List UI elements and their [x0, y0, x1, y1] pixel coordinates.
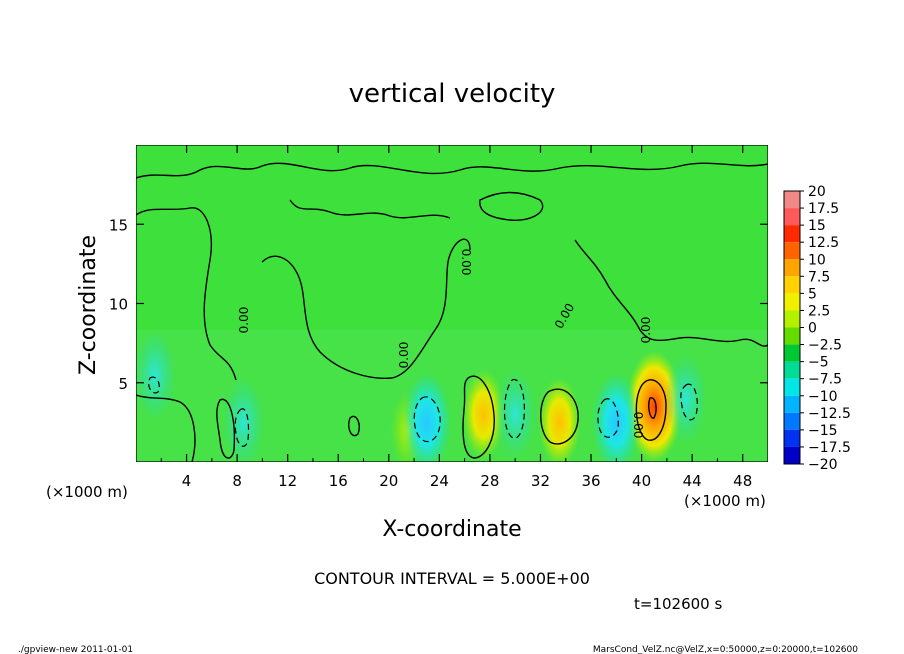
downdraft-region	[136, 329, 176, 420]
contour-line	[648, 397, 657, 419]
colorbar-swatch	[784, 395, 800, 413]
colorbar-label: 17.5	[808, 201, 839, 217]
x-tick-label: 24	[430, 472, 449, 490]
chart-title: vertical velocity	[349, 79, 556, 109]
zero-contour-label: 0.00	[397, 342, 411, 369]
x-axis-label: X-coordinate	[382, 517, 521, 542]
downdraft-region	[664, 353, 707, 444]
x-tick-label: 28	[480, 472, 499, 490]
dashed-contours	[148, 376, 698, 447]
colorbar-swatch	[784, 429, 800, 447]
colorbar-swatch	[784, 259, 800, 277]
x-tick-label: 4	[182, 472, 192, 490]
x-unit-left: (×1000 m)	[46, 483, 128, 501]
colorbar-swatch	[784, 293, 800, 311]
colorbar-label: −20	[808, 457, 838, 473]
footer-right: MarsCond_VelZ.nc@VelZ,x=0:50000,z=0:2000…	[593, 645, 858, 654]
plot-area: 0.000.000.000.00 0.000.00	[136, 145, 768, 462]
colorbar-swatch	[784, 327, 800, 345]
x-tick-label: 40	[632, 472, 651, 490]
colorbar-swatch	[784, 310, 800, 328]
x-tick-label: 12	[278, 472, 297, 490]
footer-left: ./gpview-new 2011-01-01	[18, 645, 133, 654]
contour-lines	[136, 162, 768, 462]
contour-line	[289, 199, 451, 219]
colorbar-label: −10	[808, 389, 838, 405]
colorbar-swatch	[784, 208, 800, 226]
downdraft-region	[494, 369, 537, 460]
field-features	[136, 329, 707, 462]
y-axis-label: Z-coordinate	[76, 235, 101, 375]
contour-line	[261, 238, 471, 379]
contour-line	[635, 379, 667, 441]
updraft-region	[462, 369, 505, 460]
contour-line	[348, 415, 360, 437]
time-label: t=102600 s	[634, 595, 722, 613]
x-tick-label: 16	[329, 472, 348, 490]
updraft-region	[538, 377, 581, 462]
colorbar-label: −12.5	[808, 406, 851, 422]
colorbar-label: 20	[808, 184, 826, 200]
contour-line-negative	[148, 376, 160, 394]
contour-line	[216, 398, 236, 459]
colorbar-label: 2.5	[808, 303, 830, 319]
y-tick-label: 15	[109, 216, 128, 234]
x-tick-label: 20	[379, 472, 398, 490]
contour-line	[479, 191, 544, 221]
x-tick-label: 36	[581, 472, 600, 490]
y-tick-label: 10	[109, 296, 128, 314]
x-unit-right: (×1000 m)	[684, 492, 766, 510]
colorbar-label: 7.5	[808, 269, 830, 285]
colorbar-label: −7.5	[808, 372, 842, 388]
colorbar-label: 5	[808, 286, 817, 302]
contour-line-negative	[413, 396, 441, 443]
colorbar-label: 12.5	[808, 235, 839, 251]
colorbar-swatch	[784, 361, 800, 379]
contour-line-negative	[503, 378, 525, 439]
downdraft-region	[402, 371, 452, 462]
colorbar-label: 10	[808, 252, 826, 268]
colorbar-swatch	[784, 412, 800, 430]
zero-contour-label: 0.00	[639, 317, 653, 344]
colorbar-label: −5	[808, 355, 829, 371]
contour-interval-text: CONTOUR INTERVAL = 5.000E+00	[314, 569, 590, 588]
colorbar-swatch	[784, 378, 800, 396]
colorbar-swatch	[784, 242, 800, 260]
colorbar-swatch	[784, 225, 800, 243]
contour-line	[136, 162, 768, 179]
x-tick-label: 44	[683, 472, 702, 490]
zero-contour-label: 0.00	[237, 307, 251, 334]
colorbar-swatch	[784, 191, 800, 209]
contour-line	[136, 394, 196, 462]
x-tick-label: 32	[531, 472, 550, 490]
colorbar-label: −17.5	[808, 440, 851, 456]
x-tick-label: 48	[733, 472, 752, 490]
colorbar-label: −15	[808, 423, 838, 439]
contour-line	[462, 375, 495, 459]
contour-line	[136, 207, 237, 381]
contour-line-negative	[680, 383, 698, 421]
contour-line-negative	[597, 398, 619, 438]
colorbar-swatch	[784, 344, 800, 362]
x-tick-label: 8	[232, 472, 242, 490]
colorbar-swatch	[784, 276, 800, 294]
colorbar-swatch	[784, 446, 800, 464]
zero-contour-label: 0.00	[459, 249, 473, 276]
contour-line	[540, 388, 579, 445]
contour-line	[574, 239, 768, 347]
zero-contour-label: 0.00	[631, 412, 645, 439]
colorbar-label: −2.5	[808, 338, 842, 354]
colorbar-label: 15	[808, 218, 826, 234]
colorbar-label: 0	[808, 321, 817, 337]
contour-line-negative	[234, 408, 250, 447]
downdraft-region	[591, 371, 641, 462]
downdraft-region	[222, 377, 265, 462]
y-tick-label: 5	[118, 375, 128, 393]
